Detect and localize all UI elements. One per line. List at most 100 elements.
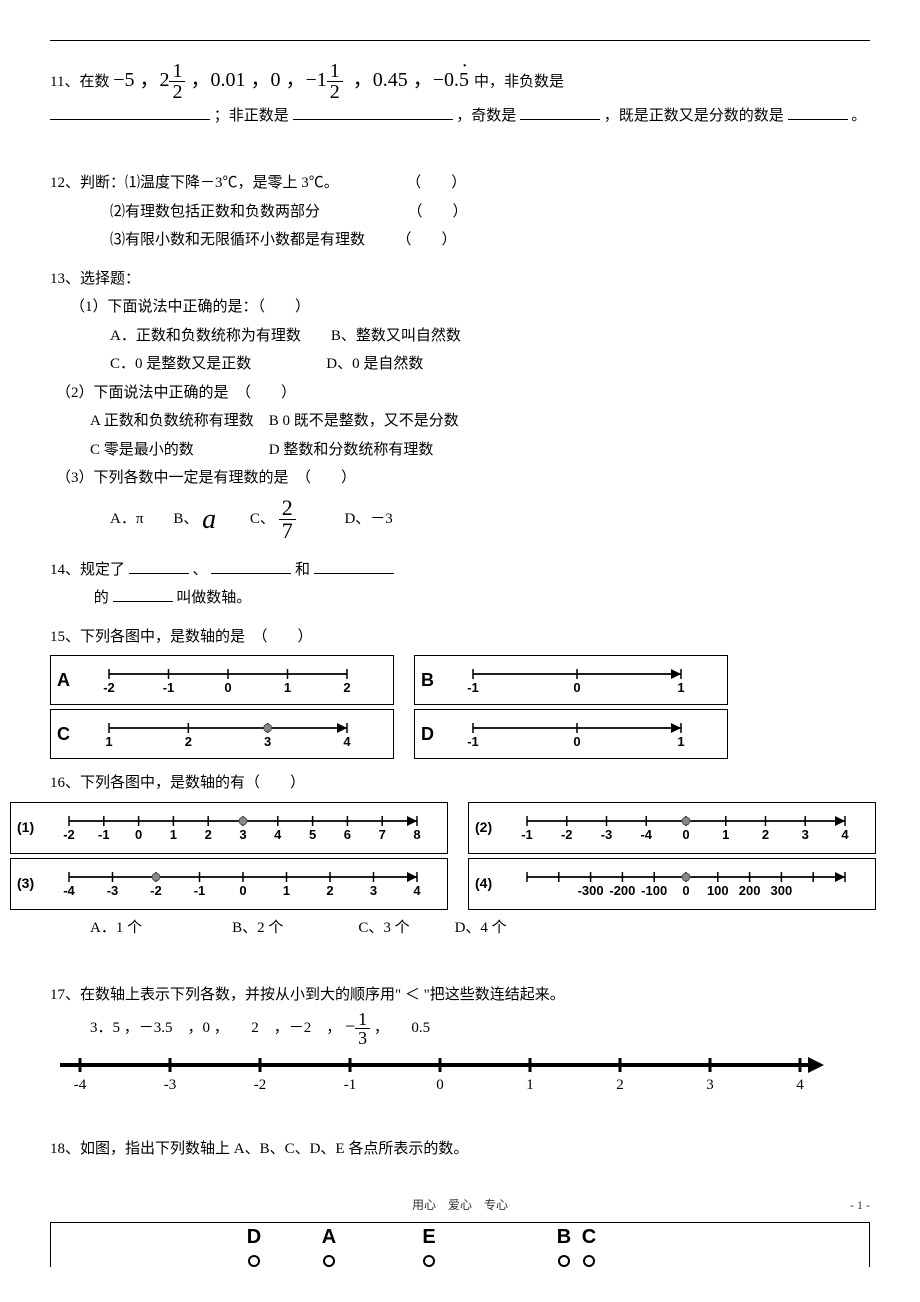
svg-text:2: 2 bbox=[343, 680, 350, 695]
q12-line-3: ⑶有限小数和无限循环小数都是有理数 bbox=[110, 232, 365, 248]
q14-blank-2[interactable] bbox=[211, 558, 291, 574]
q16-option-3[interactable]: (3) -4-3-2-101234 bbox=[10, 858, 448, 910]
q13-s3-opts: A．π B、 a C、 27 D、－3 bbox=[50, 493, 870, 546]
svg-text:-2: -2 bbox=[561, 827, 573, 842]
q13-s3-a: A．π B、 bbox=[110, 511, 198, 527]
q11-blank-2[interactable] bbox=[293, 104, 453, 120]
q11-prefix: 11、在数 bbox=[50, 74, 109, 90]
q13-head: 13、选择题： bbox=[50, 265, 870, 294]
q13-s3-d: D、－3 bbox=[299, 511, 392, 527]
svg-text:1: 1 bbox=[105, 734, 112, 749]
q15-option-c[interactable]: C 1234 bbox=[50, 709, 394, 759]
svg-text:0: 0 bbox=[436, 1077, 444, 1093]
svg-text:-300: -300 bbox=[578, 883, 604, 898]
q16-option-1[interactable]: (1) -2-1012345678 bbox=[10, 802, 448, 854]
svg-text:B: B bbox=[557, 1227, 571, 1248]
question-15: 15、下列各图中，是数轴的是 （ ） A -2-1012 B -101 C 12… bbox=[50, 623, 870, 760]
q14-blank-1[interactable] bbox=[129, 558, 189, 574]
numberline-c: 1234 bbox=[91, 714, 371, 754]
svg-text:2: 2 bbox=[762, 827, 769, 842]
svg-text:-3: -3 bbox=[164, 1077, 177, 1093]
q18-diagram-box: DAEBC bbox=[50, 1222, 870, 1267]
svg-text:3: 3 bbox=[264, 734, 271, 749]
q12-paren-1[interactable]: （ ） bbox=[406, 175, 466, 191]
q11-mid: 中，非负数是 bbox=[474, 74, 564, 90]
q12-paren-3[interactable]: （ ） bbox=[397, 232, 457, 248]
svg-text:3: 3 bbox=[706, 1077, 714, 1093]
svg-text:-1: -1 bbox=[344, 1077, 357, 1093]
svg-text:0: 0 bbox=[573, 680, 580, 695]
q12-line-1: 12、判断：⑴温度下降－3℃，是零上 3℃。 bbox=[50, 175, 339, 191]
q11-blank-4[interactable] bbox=[788, 104, 848, 120]
q14-a: 14、规定了 bbox=[50, 562, 125, 578]
q14-blank-4[interactable] bbox=[113, 586, 173, 602]
q16-option-2[interactable]: (2) -1-2-3-401234 bbox=[468, 802, 876, 854]
q16-label-3: (3) bbox=[17, 870, 45, 897]
svg-text:2: 2 bbox=[326, 883, 333, 898]
svg-text:0: 0 bbox=[682, 827, 689, 842]
page-container: 11、在数 −5 ，212 ，0.01 ，0 ，−112 ，0.45 ，−0.5… bbox=[0, 0, 920, 1287]
numberline-17: -4-3-2-101234 bbox=[50, 1047, 830, 1097]
numberline-18: DAEBC bbox=[59, 1227, 799, 1267]
q13-var-a: a bbox=[202, 504, 216, 535]
svg-text:0: 0 bbox=[224, 680, 231, 695]
svg-text:2: 2 bbox=[205, 827, 212, 842]
svg-text:4: 4 bbox=[841, 827, 849, 842]
q13-sub-2: （2）下面说法中正确的是 （ ） bbox=[50, 379, 870, 408]
top-rule bbox=[50, 40, 870, 41]
numberline-16-4: -300-200-1000100200300 bbox=[509, 863, 869, 905]
svg-text:-1: -1 bbox=[163, 680, 175, 695]
svg-text:-3: -3 bbox=[601, 827, 613, 842]
q13-s1-a: A．正数和负数统称为有理数 B、整数又叫自然数 bbox=[50, 322, 870, 351]
svg-text:C: C bbox=[582, 1227, 596, 1248]
svg-text:0: 0 bbox=[239, 883, 246, 898]
q16-head: 16、下列各图中，是数轴的有（ ） bbox=[50, 769, 870, 798]
q15-option-a[interactable]: A -2-1012 bbox=[50, 655, 394, 705]
svg-text:1: 1 bbox=[170, 827, 177, 842]
svg-text:2: 2 bbox=[185, 734, 192, 749]
q17-nums-2: ， 0.5 bbox=[374, 1020, 430, 1036]
svg-text:300: 300 bbox=[771, 883, 793, 898]
question-17: 17、在数轴上表示下列各数，并按从小到大的顺序用" ＜ "把这些数连结起来。 3… bbox=[50, 981, 870, 1097]
q17-head: 17、在数轴上表示下列各数，并按从小到大的顺序用" ＜ "把这些数连结起来。 bbox=[50, 981, 870, 1010]
q12-line-2: ⑵有理数包括正数和负数两部分 bbox=[110, 204, 320, 220]
q14-blank-3[interactable] bbox=[314, 558, 394, 574]
question-14: 14、规定了 、 和 的 叫做数轴。 bbox=[50, 556, 870, 613]
svg-text:6: 6 bbox=[344, 827, 351, 842]
svg-text:-1: -1 bbox=[194, 883, 206, 898]
svg-text:1: 1 bbox=[283, 883, 290, 898]
svg-text:3: 3 bbox=[370, 883, 377, 898]
footer-text: 用心 爱心 专心 bbox=[412, 1198, 508, 1212]
q13-frac-2-7: 27 bbox=[279, 497, 296, 542]
q15-label-c: C bbox=[57, 717, 85, 751]
svg-text:-1: -1 bbox=[521, 827, 533, 842]
q11-after-3: ，既是正数又是分数的数是 bbox=[604, 108, 784, 124]
svg-text:3: 3 bbox=[239, 827, 246, 842]
q12-paren-2[interactable]: （ ） bbox=[408, 204, 468, 220]
q15-option-b[interactable]: B -101 bbox=[414, 655, 728, 705]
numberline-b: -1 0 1 bbox=[455, 660, 705, 700]
q15-label-a: A bbox=[57, 663, 85, 697]
q13-s1-b: C．0 是整数又是正数 D、0 是自然数 bbox=[50, 350, 870, 379]
svg-text:-200: -200 bbox=[609, 883, 635, 898]
svg-text:1: 1 bbox=[526, 1077, 534, 1093]
q16-label-4: (4) bbox=[475, 870, 503, 897]
q11-blank-3[interactable] bbox=[520, 104, 600, 120]
q11-blank-1[interactable] bbox=[50, 104, 210, 120]
q15-label-d: D bbox=[421, 717, 449, 751]
q15-option-d[interactable]: D -101 bbox=[414, 709, 728, 759]
svg-text:D: D bbox=[247, 1227, 261, 1248]
svg-text:-1: -1 bbox=[467, 680, 479, 695]
q18-head: 18、如图，指出下列数轴上 A、B、C、D、E 各点所表示的数。 bbox=[50, 1135, 870, 1164]
svg-text:-2: -2 bbox=[254, 1077, 267, 1093]
svg-text:3: 3 bbox=[802, 827, 809, 842]
q13-sub-1: （1）下面说法中正确的是：（ ） bbox=[50, 293, 870, 322]
q16-option-4[interactable]: (4) -300-200-1000100200300 bbox=[468, 858, 876, 910]
svg-text:E: E bbox=[422, 1227, 435, 1248]
q15-head: 15、下列各图中，是数轴的是 （ ） bbox=[50, 623, 870, 652]
svg-text:1: 1 bbox=[677, 680, 684, 695]
q14-b: 、 bbox=[193, 562, 208, 578]
svg-text:4: 4 bbox=[796, 1077, 804, 1093]
q16-label-1: (1) bbox=[17, 814, 45, 841]
svg-text:-3: -3 bbox=[107, 883, 119, 898]
